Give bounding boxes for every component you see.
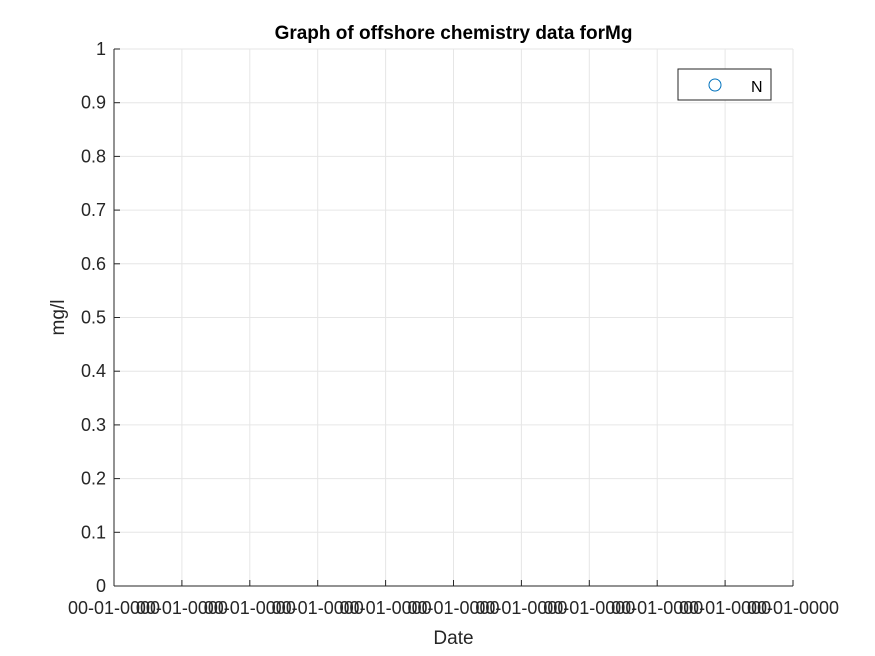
x-tick-label: 00-01-0000 <box>68 598 160 618</box>
x-tick-label: 00-01-0000 <box>340 598 432 618</box>
legend-entry-label: N <box>751 79 763 96</box>
y-tick-label: 0.4 <box>81 361 106 381</box>
y-tick-label: 1 <box>96 39 106 59</box>
y-tick-label: 0.3 <box>81 415 106 435</box>
x-axis-ticks: 00-01-000000-01-000000-01-000000-01-0000… <box>68 580 839 618</box>
y-tick-label: 0.7 <box>81 200 106 220</box>
x-tick-label: 00-01-0000 <box>136 598 228 618</box>
x-tick-label: 00-01-0000 <box>204 598 296 618</box>
x-tick-label: 00-01-0000 <box>747 598 839 618</box>
y-tick-label: 0.2 <box>81 469 106 489</box>
x-tick-label: 00-01-0000 <box>679 598 771 618</box>
y-tick-label: 0.1 <box>81 522 106 542</box>
chart-title: Graph of offshore chemistry data forMg <box>275 23 633 44</box>
x-tick-label: 00-01-0000 <box>611 598 703 618</box>
x-tick-label: 00-01-0000 <box>272 598 364 618</box>
legend-marker-circle-icon <box>708 78 722 92</box>
legend-box <box>677 68 772 101</box>
y-axis-ticks: 0 0.1 0.2 0.3 0.4 0.5 0.6 0.7 0.8 0.9 1 <box>81 39 120 596</box>
y-tick-label: 0.8 <box>81 146 106 166</box>
x-tick-label: 00-01-0000 <box>475 598 567 618</box>
x-axis-label: Date <box>433 628 473 649</box>
y-tick-label: 0 <box>96 576 106 596</box>
x-tick-label: 00-01-0000 <box>407 598 499 618</box>
y-tick-label: 0.5 <box>81 308 106 328</box>
legend: N <box>677 68 772 101</box>
y-axis-label: mg/l <box>48 300 69 336</box>
y-tick-label: 0.6 <box>81 254 106 274</box>
y-tick-label: 0.9 <box>81 93 106 113</box>
x-tick-label: 00-01-0000 <box>543 598 635 618</box>
